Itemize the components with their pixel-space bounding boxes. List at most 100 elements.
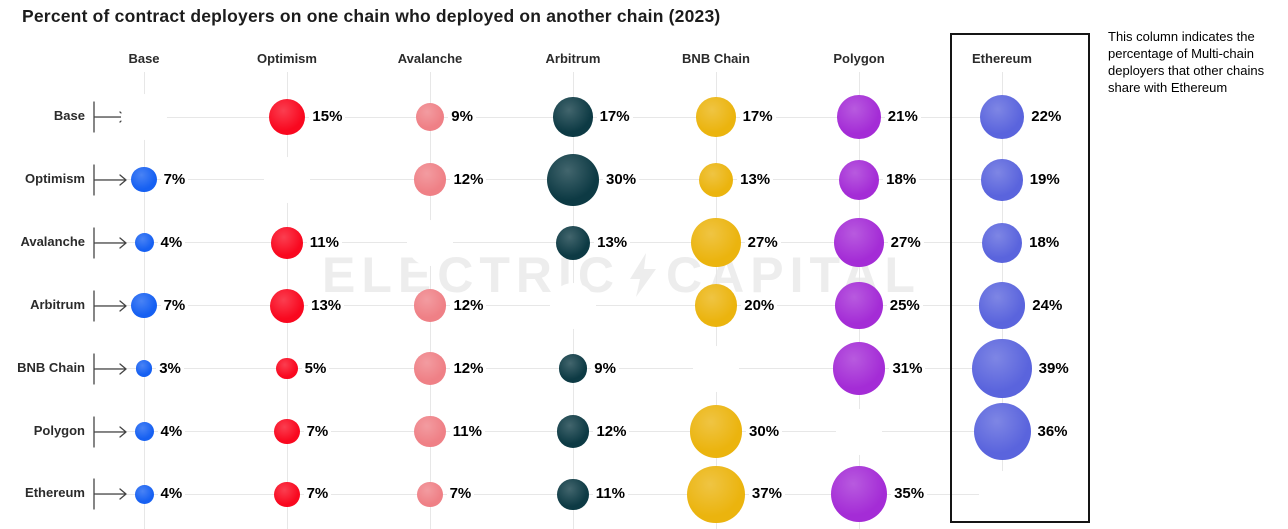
bubble-avalanche-polygon	[834, 218, 884, 268]
bubble-value-label: 4%	[157, 233, 186, 251]
bubble-value-label: 24%	[1029, 296, 1066, 314]
bubble-bnb-chain-optimism	[276, 357, 298, 380]
bubble-value-label: 30%	[746, 422, 783, 440]
bubble-value-label: 4%	[157, 485, 186, 503]
bubble-value-label: 13%	[737, 171, 774, 189]
row-arrow-icon	[92, 478, 134, 515]
bubble-value-label: 20%	[741, 296, 778, 314]
bubble-value-label: 12%	[450, 296, 487, 314]
bubble-value-label: 7%	[303, 422, 332, 440]
bubble-value-label: 17%	[596, 108, 633, 126]
bubble-base-bnb-chain	[696, 97, 736, 137]
bubble-polygon-optimism	[274, 418, 300, 445]
column-header-arbitrum: Arbitrum	[545, 51, 601, 66]
column-header-ethereum: Ethereum	[972, 51, 1032, 66]
diagonal-blank-optimism	[264, 156, 310, 203]
diagonal-blank-ethereum	[979, 471, 1025, 518]
bubble-value-label: 12%	[450, 171, 487, 189]
bubble-ethereum-optimism	[274, 481, 300, 507]
bubble-avalanche-base	[134, 233, 154, 253]
row-label-optimism: Optimism	[25, 170, 85, 186]
bubble-value-label: 15%	[309, 108, 346, 126]
ethereum-note: This column indicates the percentage of …	[1108, 29, 1265, 96]
row-label-ethereum: Ethereum	[25, 485, 85, 501]
bubble-value-label: 9%	[591, 359, 619, 377]
bubble-polygon-bnb-chain	[689, 405, 742, 458]
bubble-bnb-chain-polygon	[832, 342, 886, 396]
lightning-bolt-icon	[630, 253, 656, 297]
row-gridline-arbitrum	[96, 305, 1002, 307]
bubble-value-label: 31%	[889, 359, 926, 377]
bubble-polygon-ethereum	[973, 403, 1031, 460]
row-arrow-icon	[92, 352, 134, 390]
bubble-value-label: 19%	[1026, 171, 1063, 189]
bubble-value-label: 13%	[594, 233, 631, 251]
row-label-avalanche: Avalanche	[20, 233, 85, 249]
bubble-value-label: 21%	[884, 108, 921, 126]
bubble-value-label: 27%	[887, 233, 924, 251]
bubble-arbitrum-optimism	[269, 288, 305, 323]
column-header-bnb-chain: BNB Chain	[682, 51, 750, 66]
row-label-bnb-chain: BNB Chain	[17, 359, 85, 375]
bubble-value-label: 11%	[449, 422, 485, 440]
bubble-optimism-bnb-chain	[698, 162, 734, 198]
diagonal-blank-polygon	[836, 408, 882, 455]
bubble-ethereum-avalanche	[417, 481, 443, 507]
diagonal-blank-base	[121, 94, 167, 140]
bubble-optimism-arbitrum	[546, 153, 599, 206]
column-header-optimism: Optimism	[257, 51, 317, 66]
bubble-optimism-base	[131, 167, 157, 193]
chart-title: Percent of contract deployers on one cha…	[22, 6, 721, 26]
bubble-arbitrum-ethereum	[978, 282, 1026, 329]
bubble-value-label: 9%	[448, 108, 476, 126]
bubble-avalanche-ethereum	[981, 222, 1023, 263]
row-arrow-icon	[92, 290, 134, 327]
bubble-base-optimism	[268, 98, 306, 136]
bubble-bnb-chain-ethereum	[972, 338, 1032, 399]
bubble-value-label: 27%	[744, 233, 781, 251]
bubble-arbitrum-avalanche	[413, 289, 447, 323]
bubble-value-label: 3%	[156, 359, 184, 377]
row-gridline-ethereum	[96, 493, 1002, 495]
bubble-polygon-arbitrum	[556, 415, 590, 448]
bubble-value-label: 35%	[891, 485, 928, 503]
bubble-value-label: 11%	[592, 485, 628, 503]
bubble-base-arbitrum	[553, 97, 593, 137]
bubble-value-label: 11%	[306, 233, 342, 251]
row-gridline-polygon	[96, 431, 1002, 432]
bubble-optimism-polygon	[838, 159, 880, 201]
bubble-value-label: 5%	[301, 359, 330, 377]
bubble-polygon-base	[134, 422, 154, 441]
bubble-value-label: 22%	[1028, 108, 1065, 126]
row-gridline-avalanche	[96, 242, 1002, 244]
bubble-value-label: 7%	[303, 485, 332, 503]
bubble-bnb-chain-arbitrum	[558, 354, 588, 383]
row-arrow-icon	[92, 164, 134, 201]
bubble-value-label: 37%	[748, 485, 785, 503]
column-header-polygon: Polygon	[833, 51, 885, 66]
bubble-arbitrum-bnb-chain	[694, 284, 738, 327]
row-label-polygon: Polygon	[33, 422, 85, 438]
bubble-value-label: 39%	[1035, 359, 1072, 377]
bubble-avalanche-bnb-chain	[691, 218, 741, 268]
bubble-avalanche-arbitrum	[555, 225, 591, 260]
bubble-value-label: 17%	[739, 108, 776, 126]
bubble-optimism-avalanche	[413, 163, 447, 197]
row-gridline-bnb-chain	[96, 368, 1002, 370]
column-header-base: Base	[128, 51, 160, 66]
bubble-ethereum-arbitrum	[557, 478, 589, 511]
bubble-bnb-chain-base	[135, 360, 153, 377]
bubble-ethereum-bnb-chain	[687, 465, 745, 524]
bubble-value-label: 4%	[157, 422, 186, 440]
bubble-value-label: 18%	[883, 171, 920, 189]
diagonal-blank-arbitrum	[550, 282, 596, 329]
bubble-value-label: 13%	[308, 296, 345, 314]
bubble-base-polygon	[837, 95, 881, 139]
bubble-base-ethereum	[979, 94, 1025, 140]
bubble-bnb-chain-avalanche	[413, 352, 447, 386]
bubble-polygon-avalanche	[414, 415, 446, 448]
bubble-base-avalanche	[415, 102, 445, 132]
bubble-arbitrum-base	[131, 293, 157, 319]
bubble-ethereum-base	[134, 484, 154, 504]
